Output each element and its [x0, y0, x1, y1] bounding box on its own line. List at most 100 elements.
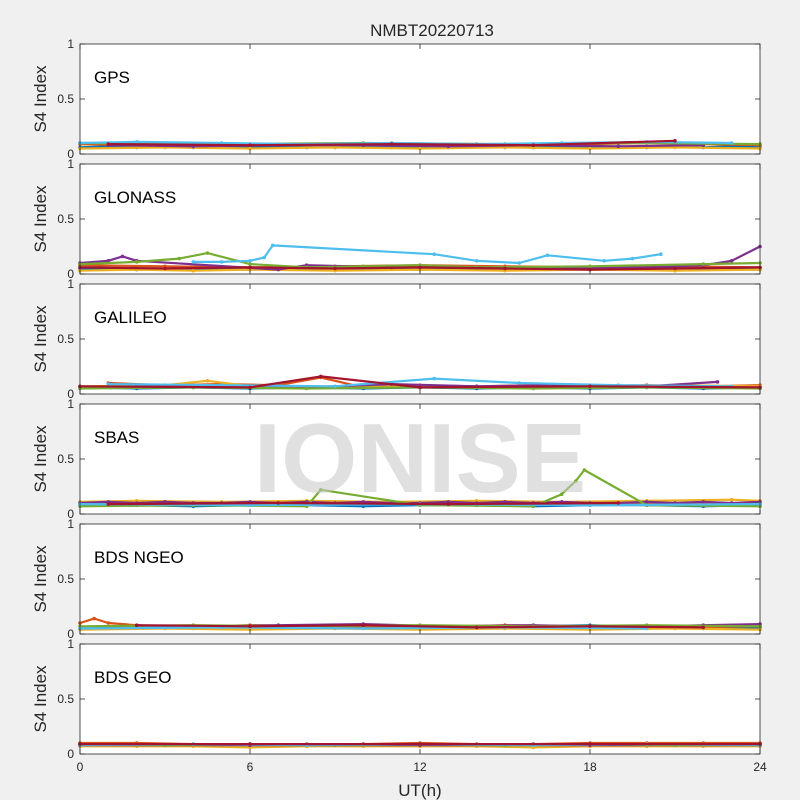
- data-point: [106, 142, 111, 146]
- data-point: [673, 139, 677, 143]
- data-point: [418, 742, 422, 746]
- series-7: [78, 265, 762, 272]
- data-point: [630, 256, 635, 261]
- series-line: [193, 244, 661, 265]
- panel-glonass: 0 0.5 1 GLONASS S4 Index: [31, 157, 762, 281]
- data-point: [446, 502, 451, 506]
- data-point: [545, 253, 550, 258]
- data-point: [588, 503, 592, 508]
- data-point: [134, 140, 139, 144]
- y-tick-label: 0: [67, 507, 74, 521]
- series-line: [108, 144, 704, 148]
- data-point: [106, 259, 111, 263]
- series-line: [79, 375, 761, 389]
- data-point: [248, 742, 252, 746]
- data-point: [644, 500, 649, 504]
- data-point: [574, 479, 578, 483]
- data-point: [517, 381, 521, 385]
- data-point: [106, 621, 111, 625]
- data-point: [106, 502, 111, 506]
- y-axis-label: S4 Index: [31, 545, 50, 613]
- watermark-layer: IONISE: [254, 403, 586, 513]
- data-point: [163, 266, 167, 271]
- panel-label: SBAS: [94, 428, 139, 447]
- panels: 0 0.5 1 GPS S4 Index 0 0.5 1 GLONASS S4 Index 0 0.5…: [31, 37, 762, 761]
- y-axis-label: S4 Index: [31, 425, 50, 493]
- data-point: [361, 623, 366, 627]
- y-tick-label: 0.5: [57, 572, 74, 586]
- data-point: [418, 146, 422, 151]
- data-point: [503, 266, 507, 271]
- data-point: [262, 255, 267, 260]
- data-point: [248, 265, 252, 270]
- y-tick-label: 0: [67, 627, 74, 641]
- y-tick-label: 0.5: [57, 452, 74, 466]
- y-tick-label: 1: [67, 37, 74, 51]
- data-point: [248, 259, 252, 263]
- data-point: [333, 384, 337, 389]
- y-tick-label: 1: [67, 517, 74, 531]
- y-axis-label: S4 Index: [31, 65, 50, 133]
- y-tick-label: 0: [67, 147, 74, 161]
- x-tick-label: 12: [413, 760, 427, 774]
- y-axis-label: S4 Index: [31, 305, 50, 373]
- data-point: [729, 141, 734, 145]
- data-point: [588, 384, 592, 389]
- data-point: [270, 243, 275, 248]
- panel-galileo: 0 0.5 1 GALILEO S4 Index: [31, 277, 762, 401]
- x-axis: 0 6 12 18 24: [77, 760, 767, 774]
- data-point: [673, 266, 677, 271]
- data-point: [92, 616, 96, 621]
- data-point: [191, 260, 196, 264]
- plot-area: [80, 644, 760, 754]
- data-point: [616, 144, 621, 149]
- data-point: [729, 497, 734, 502]
- series-line: [136, 624, 704, 629]
- data-point: [701, 262, 706, 266]
- data-point: [205, 251, 210, 255]
- data-point: [248, 146, 252, 151]
- data-point: [134, 623, 139, 627]
- data-point: [582, 468, 587, 472]
- data-point: [474, 625, 479, 630]
- y-axis-label: S4 Index: [31, 185, 50, 253]
- data-point: [177, 256, 181, 261]
- y-tick-label: 0.5: [57, 332, 74, 346]
- y-tick-label: 1: [67, 397, 74, 411]
- data-point: [588, 264, 592, 269]
- data-point: [319, 488, 323, 492]
- data-point: [333, 266, 337, 271]
- data-point: [418, 265, 422, 270]
- data-point: [474, 259, 479, 263]
- data-point: [106, 382, 111, 386]
- data-point: [120, 254, 125, 259]
- x-tick-label: 24: [753, 760, 767, 774]
- x-axis-label: UT(h): [398, 781, 441, 800]
- x-tick-label: 0: [77, 760, 84, 774]
- series-7: [78, 374, 762, 390]
- y-tick-label: 0.5: [57, 92, 74, 106]
- watermark: IONISE: [254, 403, 586, 513]
- data-point: [418, 385, 422, 390]
- panel-bds-geo: 0 0.5 1 BDS GEO S4 Index: [31, 637, 762, 761]
- y-tick-label: 0.5: [57, 692, 74, 706]
- figure-title: NMBT20220713: [370, 21, 494, 40]
- data-point: [248, 624, 252, 629]
- data-point: [134, 260, 139, 264]
- y-tick-label: 1: [67, 157, 74, 171]
- data-point: [432, 252, 437, 256]
- series-7: [78, 742, 762, 746]
- panel-sbas: 0 0.5 1 SBAS S4 Index: [31, 397, 762, 521]
- series-7: [134, 623, 706, 630]
- data-point: [517, 261, 521, 265]
- data-point: [248, 262, 252, 266]
- panel-label: BDS NGEO: [94, 548, 184, 567]
- y-tick-label: 1: [67, 637, 74, 651]
- data-point: [191, 268, 196, 273]
- data-point: [588, 624, 592, 629]
- plot-area: [80, 524, 760, 634]
- data-point: [389, 142, 394, 146]
- panel-label: BDS GEO: [94, 668, 171, 687]
- data-point: [248, 385, 252, 390]
- data-point: [333, 145, 337, 150]
